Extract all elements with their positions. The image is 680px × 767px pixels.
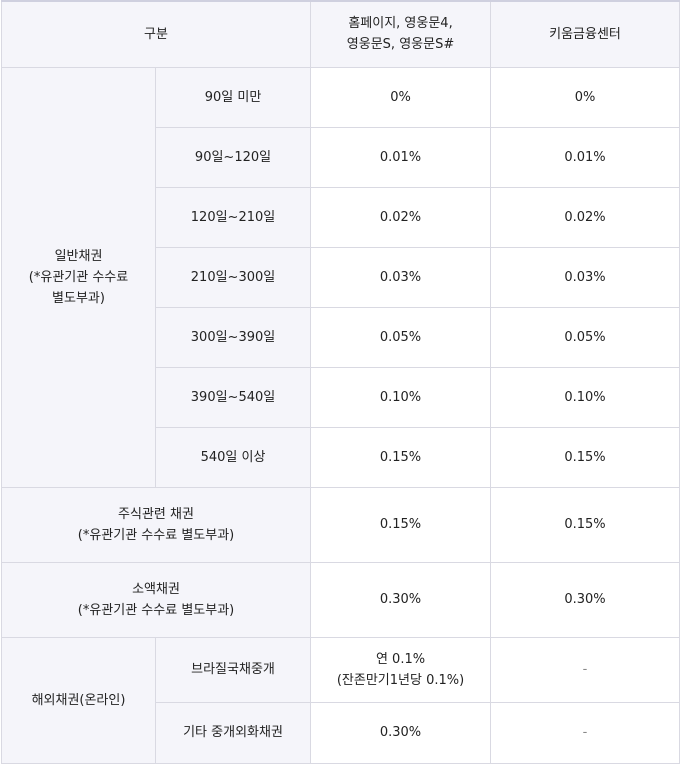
center-fee-cell: 0.10%: [490, 366, 680, 428]
header-online-line2: 영웅문S, 영웅문S#: [346, 37, 455, 53]
overseas-type-cell: 브라질국채중개: [154, 636, 312, 703]
online-fee-cell: 연 0.1% (잔존만기1년당 0.1%): [310, 636, 492, 703]
header-online-line1: 홈페이지, 영웅문4,: [348, 16, 453, 32]
online-fee-cell: 0.15%: [310, 486, 492, 563]
online-fee-cell: 0.30%: [310, 561, 492, 638]
overseas-type-cell: 기타 중개외화채권: [154, 701, 312, 764]
online-fee-line1: 연 0.1%: [375, 651, 426, 667]
general-bond-label-line3: 별도부과): [52, 290, 105, 306]
header-row: 구분 홈페이지, 영웅문4, 영웅문S, 영웅문S# 키움금융센터: [0, 0, 680, 68]
center-fee-cell: -: [490, 636, 680, 703]
center-fee-cell: 0.03%: [490, 246, 680, 308]
general-bond-label: 일반채권 (*유관기관 수수료 별도부과): [1, 66, 156, 488]
small-bond-label-line2: (*유관기관 수수료 별도부과): [77, 602, 235, 618]
overseas-bond-label: 해외채권(온라인): [1, 636, 156, 764]
table-row: 소액채권 (*유관기관 수수료 별도부과) 0.30% 0.30%: [0, 561, 680, 638]
center-fee-cell: 0.05%: [490, 306, 680, 368]
table-row: 90일~120일 0.01% 0.01%: [2, 126, 680, 188]
table-row: 390일~540일 0.10% 0.10%: [2, 366, 680, 428]
table-row: 해외채권(온라인) 브라질국채중개 연 0.1% (잔존만기1년당 0.1%) …: [1, 636, 680, 764]
center-fee-cell: 0.15%: [490, 426, 680, 488]
stock-bond-label: 주식관련 채권 (*유관기관 수수료 별도부과): [0, 486, 312, 563]
center-fee-cell: 0.01%: [490, 126, 680, 188]
stock-bond-label-line2: (*유관기관 수수료 별도부과): [77, 527, 235, 543]
table-row: 210일~300일 0.03% 0.03%: [2, 246, 680, 308]
general-bond-label-line2: (*유관기관 수수료: [28, 269, 129, 285]
table-row: 일반채권 (*유관기관 수수료 별도부과) 90일 미만 0% 0%: [1, 66, 680, 488]
period-cell: 300일~390일: [154, 306, 312, 368]
header-online: 홈페이지, 영웅문4, 영웅문S, 영웅문S#: [310, 0, 492, 68]
center-fee-cell: 0%: [490, 66, 680, 128]
online-fee-cell: 0%: [310, 66, 492, 128]
table-row: 540일 이상 0.15% 0.15%: [2, 426, 680, 488]
center-fee-cell: -: [490, 701, 680, 764]
online-fee-cell: 0.05%: [310, 306, 492, 368]
online-fee-cell: 0.15%: [310, 426, 492, 488]
table-row: 120일~210일 0.02% 0.02%: [2, 186, 680, 248]
period-cell: 90일~120일: [154, 126, 312, 188]
table-row: 기타 중개외화채권 0.30% -: [2, 701, 680, 764]
stock-bond-label-line1: 주식관련 채권: [118, 506, 194, 522]
period-cell: 390일~540일: [154, 366, 312, 428]
small-bond-label-line1: 소액채권: [132, 581, 180, 597]
online-fee-cell: 0.30%: [310, 701, 492, 764]
center-fee-cell: 0.30%: [490, 561, 680, 638]
online-fee-line2: (잔존만기1년당 0.1%): [336, 672, 465, 688]
general-bond-label-line1: 일반채권: [54, 248, 103, 264]
table-row: 주식관련 채권 (*유관기관 수수료 별도부과) 0.15% 0.15%: [0, 486, 680, 563]
period-cell: 120일~210일: [154, 186, 312, 248]
table-row: 300일~390일 0.05% 0.05%: [2, 306, 680, 368]
online-fee-cell: 0.01%: [310, 126, 492, 188]
small-bond-label: 소액채권 (*유관기관 수수료 별도부과): [0, 561, 312, 638]
online-fee-cell: 0.03%: [310, 246, 492, 308]
header-center: 키움금융센터: [490, 0, 680, 68]
online-fee-cell: 0.02%: [310, 186, 492, 248]
online-fee-cell: 0.10%: [310, 366, 492, 428]
center-fee-cell: 0.15%: [490, 486, 680, 563]
header-center-text: 키움금융센터: [549, 26, 621, 42]
header-category-text: 구분: [144, 26, 168, 42]
center-fee-cell: 0.02%: [490, 186, 680, 248]
period-cell: 540일 이상: [154, 426, 312, 488]
period-cell: 90일 미만: [154, 66, 312, 128]
period-cell: 210일~300일: [154, 246, 312, 308]
header-category: 구분: [0, 0, 312, 68]
